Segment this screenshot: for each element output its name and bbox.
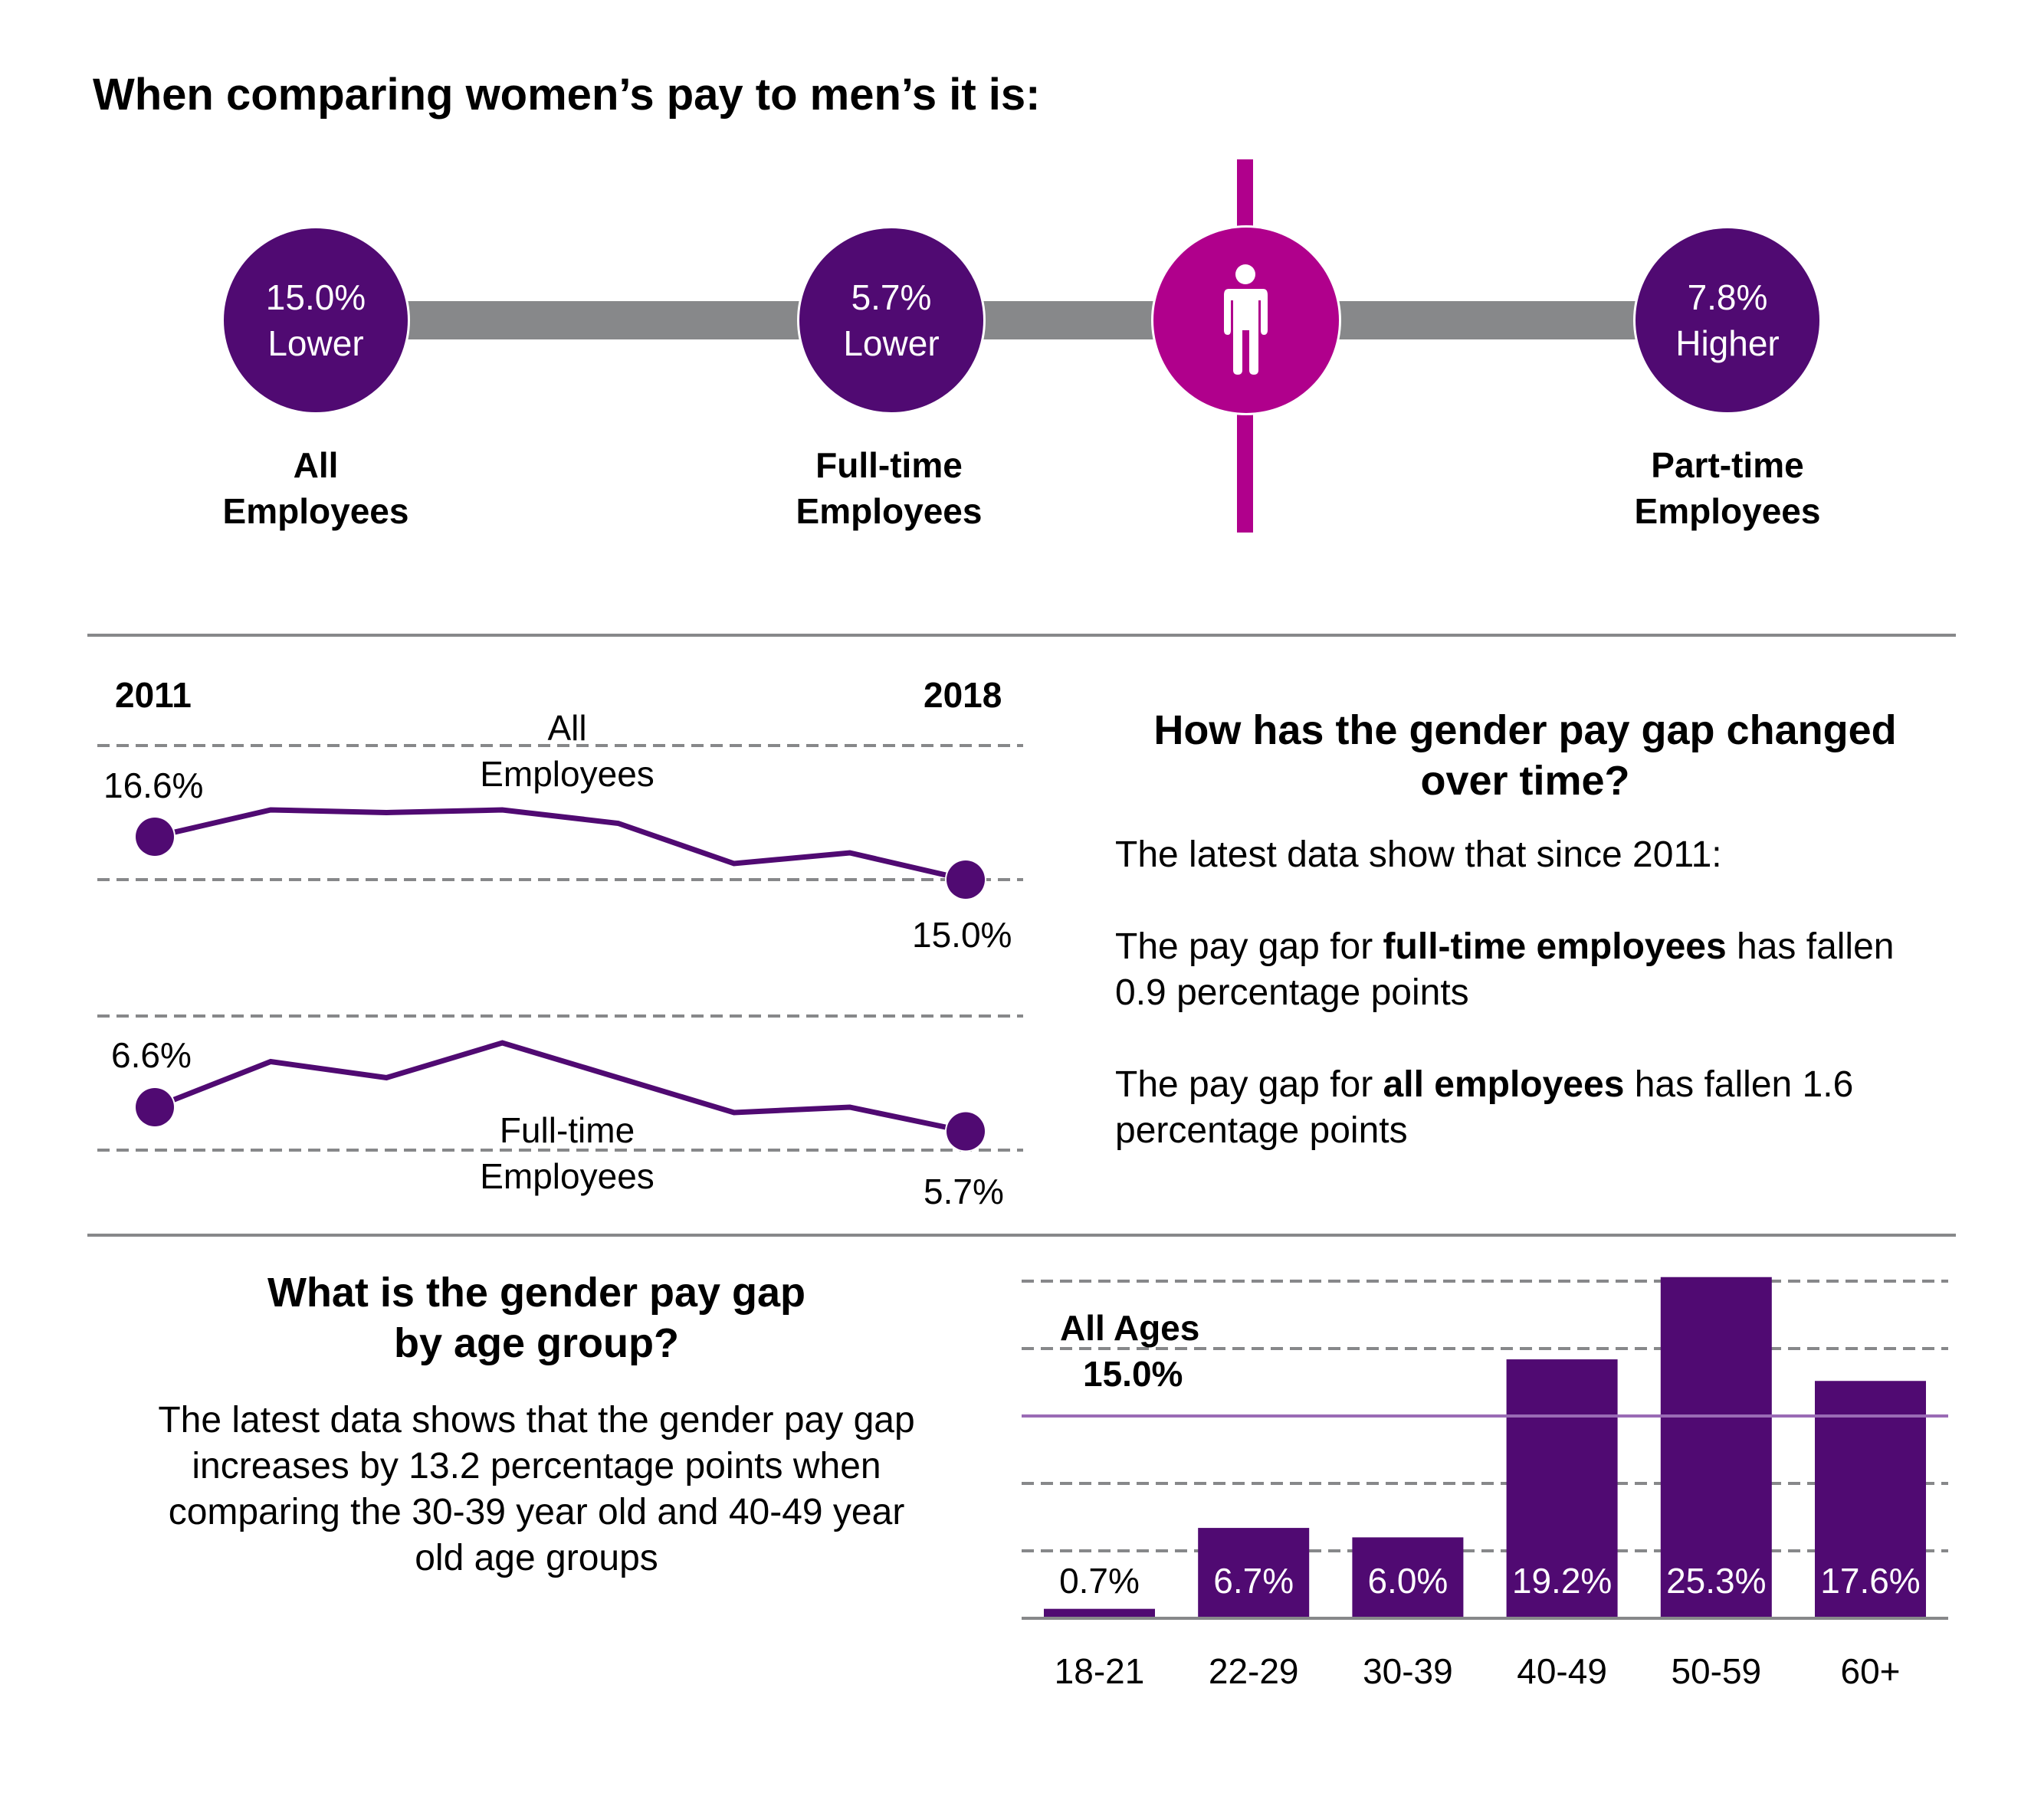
category-label: 60+ [1840,1651,1901,1691]
page-title: When comparing women’s pay to men’s it i… [93,70,1041,120]
data-point [136,818,174,856]
category-label: 22-29 [1208,1651,1299,1691]
trend-heading: How has the gender pay gap changed over … [1104,705,1947,806]
full-time-circle: 5.7% Lower [799,228,983,412]
data-point [947,1112,985,1151]
bar-value-label: 25.3% [1666,1561,1767,1601]
category-label: 30-39 [1363,1651,1453,1691]
trend-intro: The latest data show that since 2011: [1115,834,1722,875]
text-run: has fallen 1.6 [1624,1064,1854,1105]
reference-line-top [1237,159,1253,227]
heading-line: over time? [1420,758,1630,804]
label-line: Employees [222,491,409,531]
part-time-value: 7.8% [1687,277,1768,317]
men-reference-circle [1153,228,1339,413]
label-line: Part-time [1651,445,1804,485]
bar [1506,1359,1618,1618]
bar-value-label: 6.0% [1367,1561,1449,1601]
trend-all-text: The pay gap for all employees has fallen… [1115,1062,1958,1154]
label-line: Employees [796,491,983,531]
end-year-label: 2018 [924,675,1002,715]
series-line [153,1040,966,1134]
connector-bar [981,301,1156,339]
series-line [154,807,966,883]
all-ages-title: All Ages [1060,1308,1200,1348]
label-line: Employees [1634,491,1821,531]
full-time-direction: Lower [843,323,940,363]
all-employees-direction: Lower [267,323,364,363]
heading-line: by age group? [393,1320,679,1366]
connector-bar [406,301,801,339]
bar-value-label: 17.6% [1820,1561,1921,1601]
age-body: The latest data shows that the gender pa… [115,1398,958,1581]
text-line: old age groups [415,1538,658,1578]
heading-line: What is the gender pay gap [267,1270,806,1316]
heading-line: How has the gender pay gap changed [1153,707,1897,753]
full-time-value: 5.7% [851,277,932,317]
text-line: The pay gap for full-time employees has … [1115,924,1958,970]
bar [1352,1537,1464,1618]
text-line: The latest data shows that the gender pa… [158,1400,915,1441]
all-end-value: 15.0% [912,915,1012,955]
all-employees-label: All Employees [162,442,469,534]
text-line: The pay gap for all employees has fallen… [1115,1062,1958,1108]
bar [1815,1381,1926,1618]
man-icon [1224,264,1268,375]
full-time-label: Full-time Employees [736,442,1042,534]
bar-value-label: 6.7% [1213,1561,1294,1601]
age-heading: What is the gender pay gap by age group? [115,1267,958,1368]
text-run: has fallen [1726,926,1895,967]
bar-value-label: 19.2% [1511,1561,1613,1601]
all-start-value: 16.6% [103,765,204,805]
all-employees-circle: 15.0% Lower [224,228,408,412]
data-point [947,860,985,899]
series-label-full-time: Full-time Employees [414,1107,720,1199]
text-line: increases by 13.2 percentage points when [192,1446,881,1486]
all-ages-value: 15.0% [1083,1354,1183,1394]
reference-line-bottom [1237,415,1253,533]
text-line: comparing the 30-39 year old and 40-49 y… [168,1492,905,1532]
bar [1044,1608,1155,1618]
text-emphasis: full-time employees [1383,926,1727,967]
ft-start-value: 6.6% [111,1035,192,1075]
bar [1198,1528,1310,1618]
bar [1660,1277,1772,1618]
all-ages-label: All Ages 15.0% [1060,1305,1199,1397]
start-year-label: 2011 [115,675,192,715]
label-line: Full-time [815,445,963,485]
data-point [136,1088,174,1126]
category-label: 18-21 [1054,1651,1145,1691]
category-label: 40-49 [1517,1651,1607,1691]
part-time-label: Part-time Employees [1574,442,1881,534]
series-label-line: Employees [480,754,655,794]
series-label-line: All [547,708,587,748]
bar-value-label: 0.7% [1059,1561,1140,1601]
text-run: The pay gap for [1115,926,1383,967]
all-employees-value: 15.0% [265,277,366,317]
category-label: 50-59 [1671,1651,1762,1691]
series-label-line: Full-time [499,1110,635,1150]
connector-bar [1337,301,1638,339]
text-emphasis: all employees [1383,1064,1625,1105]
text-line: percentage points [1115,1110,1408,1151]
text-run: The pay gap for [1115,1064,1383,1105]
label-line: All [293,445,339,485]
section-divider [87,634,1956,637]
part-time-circle: 7.8% Higher [1636,228,1819,412]
trend-fulltime-text: The pay gap for full-time employees has … [1115,924,1958,1016]
part-time-direction: Higher [1675,323,1780,363]
series-label-line: Employees [480,1156,655,1196]
section-divider [87,1234,1956,1237]
ft-end-value: 5.7% [924,1172,1004,1211]
series-label-all: All Employees [414,705,720,797]
text-line: 0.9 percentage points [1115,972,1469,1013]
